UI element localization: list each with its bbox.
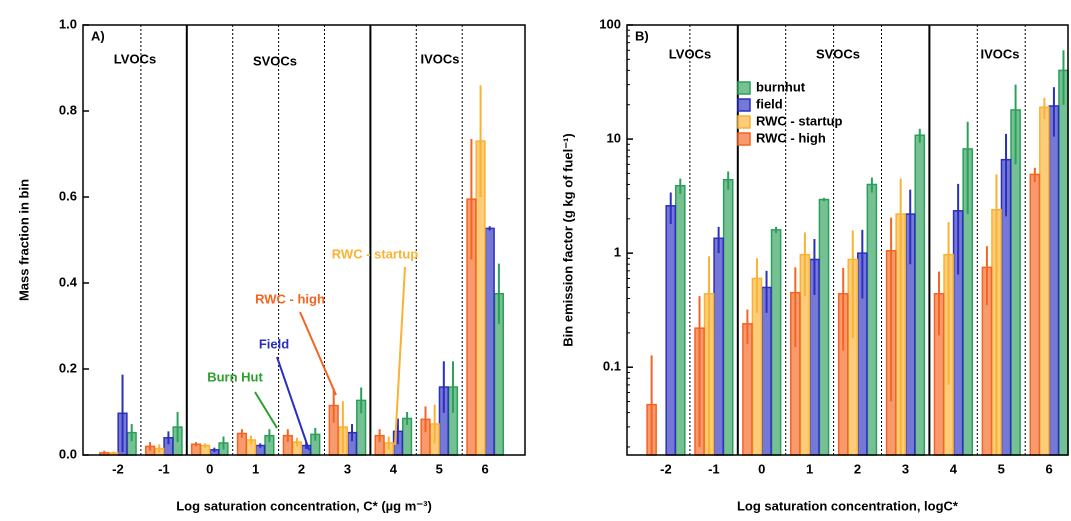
y-axis-label: Mass fraction in bin xyxy=(16,179,31,301)
x-tick-label: 3 xyxy=(902,461,909,476)
y-axis-label: Bin emission factor (g kg of fuel⁻¹) xyxy=(560,133,575,346)
plot-frame xyxy=(626,24,1069,456)
bar xyxy=(713,237,724,456)
class-label: IVOCs xyxy=(980,46,1019,61)
bar xyxy=(1029,173,1041,456)
y-tick-label: 0.4 xyxy=(59,274,78,289)
x-tick-label: 2 xyxy=(298,461,305,476)
annotation: Burn Hut xyxy=(207,369,263,384)
class-label: IVOCs xyxy=(420,51,459,66)
legend-label: burnhut xyxy=(756,79,806,94)
panel-label: B) xyxy=(635,28,649,43)
class-label: LVOCs xyxy=(669,46,711,61)
bar xyxy=(1058,69,1069,456)
y-tick-label: 0.6 xyxy=(59,188,77,203)
x-axis-label: Log saturation concentration, C* (µg m⁻³… xyxy=(176,498,432,513)
bar xyxy=(866,183,878,456)
x-tick-label: 3 xyxy=(344,461,351,476)
bar xyxy=(914,134,926,456)
annotation: Field xyxy=(259,336,289,351)
annotation: RWC - high xyxy=(255,291,325,306)
class-label: SVOCs xyxy=(253,53,297,68)
x-tick-label: -2 xyxy=(112,461,124,476)
annotation: RWC - startup xyxy=(332,246,418,261)
legend-swatch xyxy=(737,81,751,95)
x-tick-label: 1 xyxy=(252,461,259,476)
y-tick-label: 10 xyxy=(607,131,621,146)
y-tick-label: 0.8 xyxy=(59,102,77,117)
bar xyxy=(770,229,782,456)
panel-label: A) xyxy=(91,28,105,43)
x-tick-label: 2 xyxy=(854,461,861,476)
bar xyxy=(1048,105,1060,456)
bar xyxy=(674,184,686,456)
bar xyxy=(665,205,677,456)
annotation-arrow xyxy=(394,266,406,446)
y-tick-label: 100 xyxy=(599,16,621,31)
bar xyxy=(818,198,830,456)
x-tick-label: 5 xyxy=(998,461,1005,476)
annotation-arrow xyxy=(254,391,278,429)
legend-swatch xyxy=(737,132,751,146)
bar xyxy=(1039,106,1050,456)
y-tick-label: 1 xyxy=(614,245,621,260)
y-tick-label: 0.0 xyxy=(59,446,77,461)
bar xyxy=(484,227,495,456)
legend-label: field xyxy=(756,96,783,111)
x-tick-label: 1 xyxy=(806,461,813,476)
x-tick-label: 4 xyxy=(390,461,398,476)
y-tick-label: 0.1 xyxy=(603,359,621,374)
x-tick-label: 6 xyxy=(1046,461,1053,476)
legend-label: RWC - startup xyxy=(756,113,842,128)
x-axis-label: Log saturation concentration, logC* xyxy=(737,498,959,513)
x-tick-label: -1 xyxy=(158,461,170,476)
class-label: LVOCs xyxy=(114,51,156,66)
annotation-arrow xyxy=(299,311,337,396)
x-tick-label: 6 xyxy=(482,461,489,476)
x-tick-label: 0 xyxy=(758,461,765,476)
legend-swatch xyxy=(737,98,751,112)
bar xyxy=(722,178,734,456)
class-label: SVOCs xyxy=(816,46,860,61)
plot-frame xyxy=(82,24,526,456)
x-tick-label: 0 xyxy=(206,461,213,476)
y-tick-label: 1.0 xyxy=(59,16,77,31)
x-tick-label: -1 xyxy=(708,461,720,476)
x-tick-label: 4 xyxy=(950,461,958,476)
legend-label: RWC - high xyxy=(756,130,826,145)
legend-swatch xyxy=(737,115,751,129)
x-tick-label: 5 xyxy=(436,461,443,476)
annotation-arrow xyxy=(276,356,310,451)
y-tick-label: 0.2 xyxy=(59,360,77,375)
x-tick-label: -2 xyxy=(660,461,672,476)
